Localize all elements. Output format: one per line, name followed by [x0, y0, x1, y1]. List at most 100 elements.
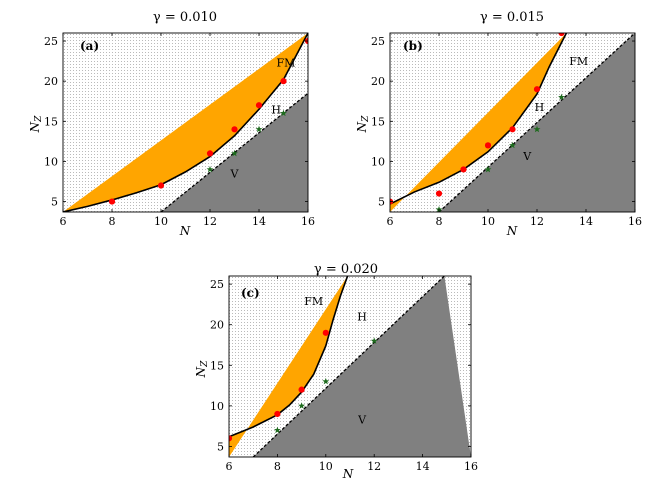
data-point — [206, 150, 214, 157]
region-label-fm: FM — [304, 295, 323, 308]
x-tick-label: 6 — [387, 215, 394, 228]
fm-boundary-line — [63, 33, 308, 212]
y-tick-label: 20 — [44, 75, 58, 88]
region-label-v: V — [522, 150, 532, 163]
x-axis-label: N — [506, 224, 518, 238]
data-point — [558, 33, 565, 37]
x-tick-label: 16 — [628, 215, 642, 228]
data-point — [435, 190, 443, 197]
x-tick-label: 16 — [464, 460, 478, 473]
star-marker — [280, 109, 287, 117]
star-marker — [509, 141, 516, 149]
region-v — [253, 276, 471, 457]
star-marker — [322, 377, 330, 385]
data-point — [298, 386, 305, 393]
x-tick-label: 14 — [579, 215, 593, 228]
axes-frame — [228, 275, 472, 458]
fm-boundary-line — [229, 276, 349, 438]
axes-frame — [62, 32, 309, 213]
plot-area: FM H V 6 8 10 12 14 16 5 10 15 20 25 — [44, 32, 315, 228]
region-label-h: H — [535, 101, 545, 114]
data-point — [157, 182, 165, 189]
region-fm — [63, 33, 308, 212]
data-point — [229, 435, 233, 442]
star-marker — [533, 125, 541, 133]
v-boundary-line — [438, 33, 635, 212]
panel-title: γ = 0.020 — [314, 262, 378, 277]
y-tick-label: 15 — [210, 359, 224, 372]
panel-label: (a) — [80, 39, 99, 53]
x-tick-label: 10 — [481, 215, 495, 228]
x-tick-label: 16 — [301, 215, 315, 228]
region-label-v: V — [230, 167, 240, 180]
y-tick-label: 10 — [210, 400, 224, 413]
data-point — [533, 86, 541, 93]
data-point — [255, 102, 263, 109]
x-tick-label: 6 — [226, 460, 233, 473]
x-tick-label: 12 — [530, 215, 544, 228]
y-tick-label: 25 — [210, 278, 224, 291]
data-point — [484, 142, 492, 149]
star-marker — [558, 93, 565, 101]
panel-label: (b) — [403, 39, 423, 53]
star-marker — [298, 402, 306, 409]
x-tick-label: 8 — [436, 215, 443, 228]
region-label-v: V — [357, 414, 367, 427]
y-tick-label: 15 — [371, 115, 385, 128]
x-tick-label: 10 — [154, 215, 168, 228]
data-point — [274, 410, 281, 418]
x-tick-label: 14 — [252, 215, 266, 228]
star-marker — [206, 165, 214, 173]
y-axis-label-subscript: Z — [361, 115, 371, 123]
data-point — [280, 78, 287, 85]
star-marker — [435, 205, 443, 212]
data-point — [231, 126, 238, 133]
plot-area: FM H V 6 8 10 12 14 16 5 10 15 20 25 — [371, 32, 642, 228]
x-tick-label: 6 — [60, 215, 67, 228]
y-tick-label: 10 — [371, 155, 385, 168]
plot-regions: FM H V — [229, 276, 471, 457]
axes-frame — [389, 32, 636, 213]
region-label-h: H — [357, 311, 367, 324]
y-tick-label: 5 — [51, 196, 58, 209]
y-tick-label: 15 — [44, 115, 58, 128]
y-tick-label: 25 — [371, 35, 385, 48]
x-tick-label: 12 — [367, 460, 381, 473]
x-tick-label: 10 — [319, 460, 333, 473]
star-marker — [273, 426, 281, 434]
x-tick-label: 14 — [416, 460, 430, 473]
star-marker — [484, 165, 492, 173]
data-point — [460, 166, 467, 173]
panel-title: γ = 0.015 — [480, 10, 544, 25]
plot-regions: FM H V — [63, 33, 308, 212]
region-label-h: H — [271, 103, 281, 116]
x-tick-label: 8 — [109, 215, 116, 228]
y-axis-label: NZ — [194, 360, 210, 379]
y-axis-label-subscript: Z — [34, 115, 44, 123]
star-marker — [370, 337, 378, 344]
y-axis-label: NZ — [355, 115, 371, 134]
x-tick-label: 12 — [203, 215, 217, 228]
plot-area: FM H V 6 8 10 12 14 16 5 10 15 20 25 — [210, 275, 478, 473]
data-point — [322, 329, 329, 336]
panel-label: (c) — [241, 286, 260, 300]
y-tick-label: 20 — [371, 75, 385, 88]
region-fm — [390, 33, 567, 212]
y-tick-label: 20 — [210, 319, 224, 332]
plot-regions: FM H V — [390, 33, 635, 212]
star-marker — [255, 125, 263, 133]
y-tick-label: 25 — [44, 35, 58, 48]
x-axis-label: N — [179, 224, 191, 238]
x-axis-label: N — [342, 467, 354, 481]
region-label-fm: FM — [569, 55, 588, 68]
v-boundary-line — [252, 276, 445, 457]
y-axis-label: NZ — [28, 115, 44, 134]
region-fm — [229, 276, 348, 457]
x-tick-label: 8 — [274, 460, 281, 473]
star-marker — [231, 149, 238, 157]
y-tick-label: 5 — [217, 440, 224, 453]
